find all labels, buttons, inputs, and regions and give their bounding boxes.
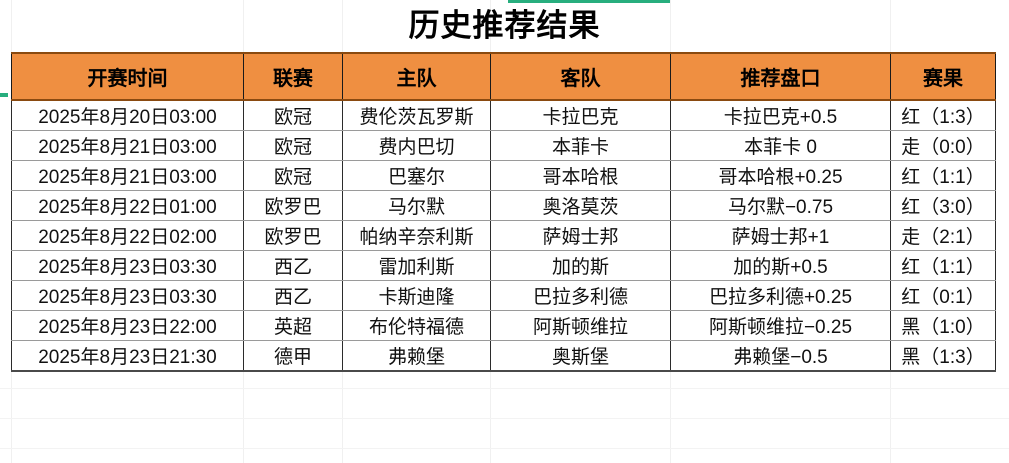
cell-home-team[interactable]: 布伦特福德 bbox=[342, 310, 491, 341]
cell-away-team[interactable]: 阿斯顿维拉 bbox=[490, 310, 671, 341]
page-title: 历史推荐结果 bbox=[408, 8, 601, 43]
cell-home-team[interactable]: 雷加利斯 bbox=[342, 250, 491, 281]
cell-recommended-line[interactable]: 弗赖堡−0.5 bbox=[670, 340, 891, 372]
selection-indicator-left bbox=[0, 93, 8, 97]
cell-time[interactable]: 2025年8月23日03:30 bbox=[11, 250, 244, 281]
cell-league[interactable]: 欧罗巴 bbox=[243, 220, 343, 251]
cell-recommended-line[interactable]: 萨姆士邦+1 bbox=[670, 220, 891, 251]
column-header-league[interactable]: 联赛 bbox=[243, 52, 343, 101]
result-badge[interactable]: 红（1:1） bbox=[890, 250, 996, 281]
column-header-home[interactable]: 主队 bbox=[342, 52, 491, 101]
cell-league[interactable]: 欧冠 bbox=[243, 100, 343, 131]
result-badge[interactable]: 走（2:1） bbox=[890, 220, 996, 251]
cell-away-team[interactable]: 加的斯 bbox=[490, 250, 671, 281]
cell-home-team[interactable]: 巴塞尔 bbox=[342, 160, 491, 191]
cell-recommended-line[interactable]: 马尔默−0.75 bbox=[670, 190, 891, 221]
table-row[interactable]: 2025年8月23日22:00 英超 布伦特福德 阿斯顿维拉 阿斯顿维拉−0.25 黑（1… bbox=[11, 310, 996, 341]
table-row[interactable]: 2025年8月23日03:30 西乙 雷加利斯 加的斯 加的斯+0.5 红（1:1） bbox=[11, 250, 996, 281]
result-badge[interactable]: 红（0:1） bbox=[890, 280, 996, 311]
cell-recommended-line[interactable]: 加的斯+0.5 bbox=[670, 250, 891, 281]
result-badge[interactable]: 红（3:0） bbox=[890, 190, 996, 221]
cell-league[interactable]: 欧罗巴 bbox=[243, 190, 343, 221]
cell-time[interactable]: 2025年8月20日03:00 bbox=[11, 100, 244, 131]
cell-time[interactable]: 2025年8月22日01:00 bbox=[11, 190, 244, 221]
cell-league[interactable]: 欧冠 bbox=[243, 130, 343, 161]
cell-league[interactable]: 英超 bbox=[243, 310, 343, 341]
grid-line-horizontal bbox=[0, 418, 1009, 419]
cell-league[interactable]: 西乙 bbox=[243, 250, 343, 281]
result-badge[interactable]: 黑（1:3） bbox=[890, 340, 996, 372]
result-badge[interactable]: 走（0:0） bbox=[890, 130, 996, 161]
grid-line-horizontal bbox=[0, 448, 1009, 449]
table-row[interactable]: 2025年8月21日03:00 欧冠 巴塞尔 哥本哈根 哥本哈根+0.25 红（1:1） bbox=[11, 160, 996, 191]
history-results-table: 开赛时间 联赛 主队 客队 推荐盘口 赛果 2025年8月20日03:00 欧冠费… bbox=[11, 52, 996, 372]
cell-recommended-line[interactable]: 本菲卡 0 bbox=[670, 130, 891, 161]
table-row[interactable]: 2025年8月20日03:00 欧冠 费伦茨瓦罗斯 卡拉巴克 卡拉巴克+0.5 红（1:3… bbox=[11, 100, 996, 131]
cell-time[interactable]: 2025年8月23日21:30 bbox=[11, 340, 244, 372]
cell-home-team[interactable]: 帕纳辛奈利斯 bbox=[342, 220, 491, 251]
cell-away-team[interactable]: 本菲卡 bbox=[490, 130, 671, 161]
cell-recommended-line[interactable]: 阿斯顿维拉−0.25 bbox=[670, 310, 891, 341]
table-row[interactable]: 2025年8月22日01:00 欧罗巴 马尔默 奥洛莫茨 马尔默−0.75 红（3:0） bbox=[11, 190, 996, 221]
table-row[interactable]: 2025年8月23日03:30 西乙 卡斯迪隆 巴拉多利德 巴拉多利德+0.25 红（0:… bbox=[11, 280, 996, 311]
result-badge[interactable]: 红（1:1） bbox=[890, 160, 996, 191]
result-badge[interactable]: 红（1:3） bbox=[890, 100, 996, 131]
cell-home-team[interactable]: 弗赖堡 bbox=[342, 340, 491, 372]
cell-time[interactable]: 2025年8月21日03:00 bbox=[11, 130, 244, 161]
table-row[interactable]: 2025年8月23日21:30 德甲 弗赖堡 奥斯堡 弗赖堡−0.5 黑（1:3） bbox=[11, 340, 996, 372]
result-badge[interactable]: 黑（1:0） bbox=[890, 310, 996, 341]
cell-time[interactable]: 2025年8月23日03:30 bbox=[11, 280, 244, 311]
cell-home-team[interactable]: 卡斯迪隆 bbox=[342, 280, 491, 311]
cell-league[interactable]: 欧冠 bbox=[243, 160, 343, 191]
cell-away-team[interactable]: 哥本哈根 bbox=[490, 160, 671, 191]
column-header-result[interactable]: 赛果 bbox=[890, 52, 996, 101]
grid-line-horizontal bbox=[0, 388, 1009, 389]
cell-away-team[interactable]: 巴拉多利德 bbox=[490, 280, 671, 311]
cell-recommended-line[interactable]: 卡拉巴克+0.5 bbox=[670, 100, 891, 131]
cell-recommended-line[interactable]: 巴拉多利德+0.25 bbox=[670, 280, 891, 311]
table-body: 2025年8月20日03:00 欧冠 费伦茨瓦罗斯 卡拉巴克 卡拉巴克+0.5 红（1:3… bbox=[11, 100, 996, 372]
table-row[interactable]: 2025年8月22日02:00 欧罗巴 帕纳辛奈利斯 萨姆士邦 萨姆士邦+1 走（2:1） bbox=[11, 220, 996, 251]
column-header-away[interactable]: 客队 bbox=[490, 52, 671, 101]
cell-home-team[interactable]: 费伦茨瓦罗斯 bbox=[342, 100, 491, 131]
cell-away-team[interactable]: 奥洛莫茨 bbox=[490, 190, 671, 221]
cell-time[interactable]: 2025年8月22日02:00 bbox=[11, 220, 244, 251]
cell-time[interactable]: 2025年8月21日03:00 bbox=[11, 160, 244, 191]
cell-away-team[interactable]: 萨姆士邦 bbox=[490, 220, 671, 251]
cell-time[interactable]: 2025年8月23日22:00 bbox=[11, 310, 244, 341]
cell-home-team[interactable]: 费内巴切 bbox=[342, 130, 491, 161]
cell-away-team[interactable]: 卡拉巴克 bbox=[490, 100, 671, 131]
cell-league[interactable]: 德甲 bbox=[243, 340, 343, 372]
cell-recommended-line[interactable]: 哥本哈根+0.25 bbox=[670, 160, 891, 191]
cell-home-team[interactable]: 马尔默 bbox=[342, 190, 491, 221]
table-header-row: 开赛时间 联赛 主队 客队 推荐盘口 赛果 bbox=[11, 52, 996, 101]
cell-league[interactable]: 西乙 bbox=[243, 280, 343, 311]
cell-away-team[interactable]: 奥斯堡 bbox=[490, 340, 671, 372]
selection-indicator-top bbox=[508, 0, 670, 3]
table-row[interactable]: 2025年8月21日03:00 欧冠 费内巴切 本菲卡 本菲卡 0 走（0:0） bbox=[11, 130, 996, 161]
column-header-line[interactable]: 推荐盘口 bbox=[670, 52, 891, 101]
column-header-time[interactable]: 开赛时间 bbox=[11, 52, 244, 101]
